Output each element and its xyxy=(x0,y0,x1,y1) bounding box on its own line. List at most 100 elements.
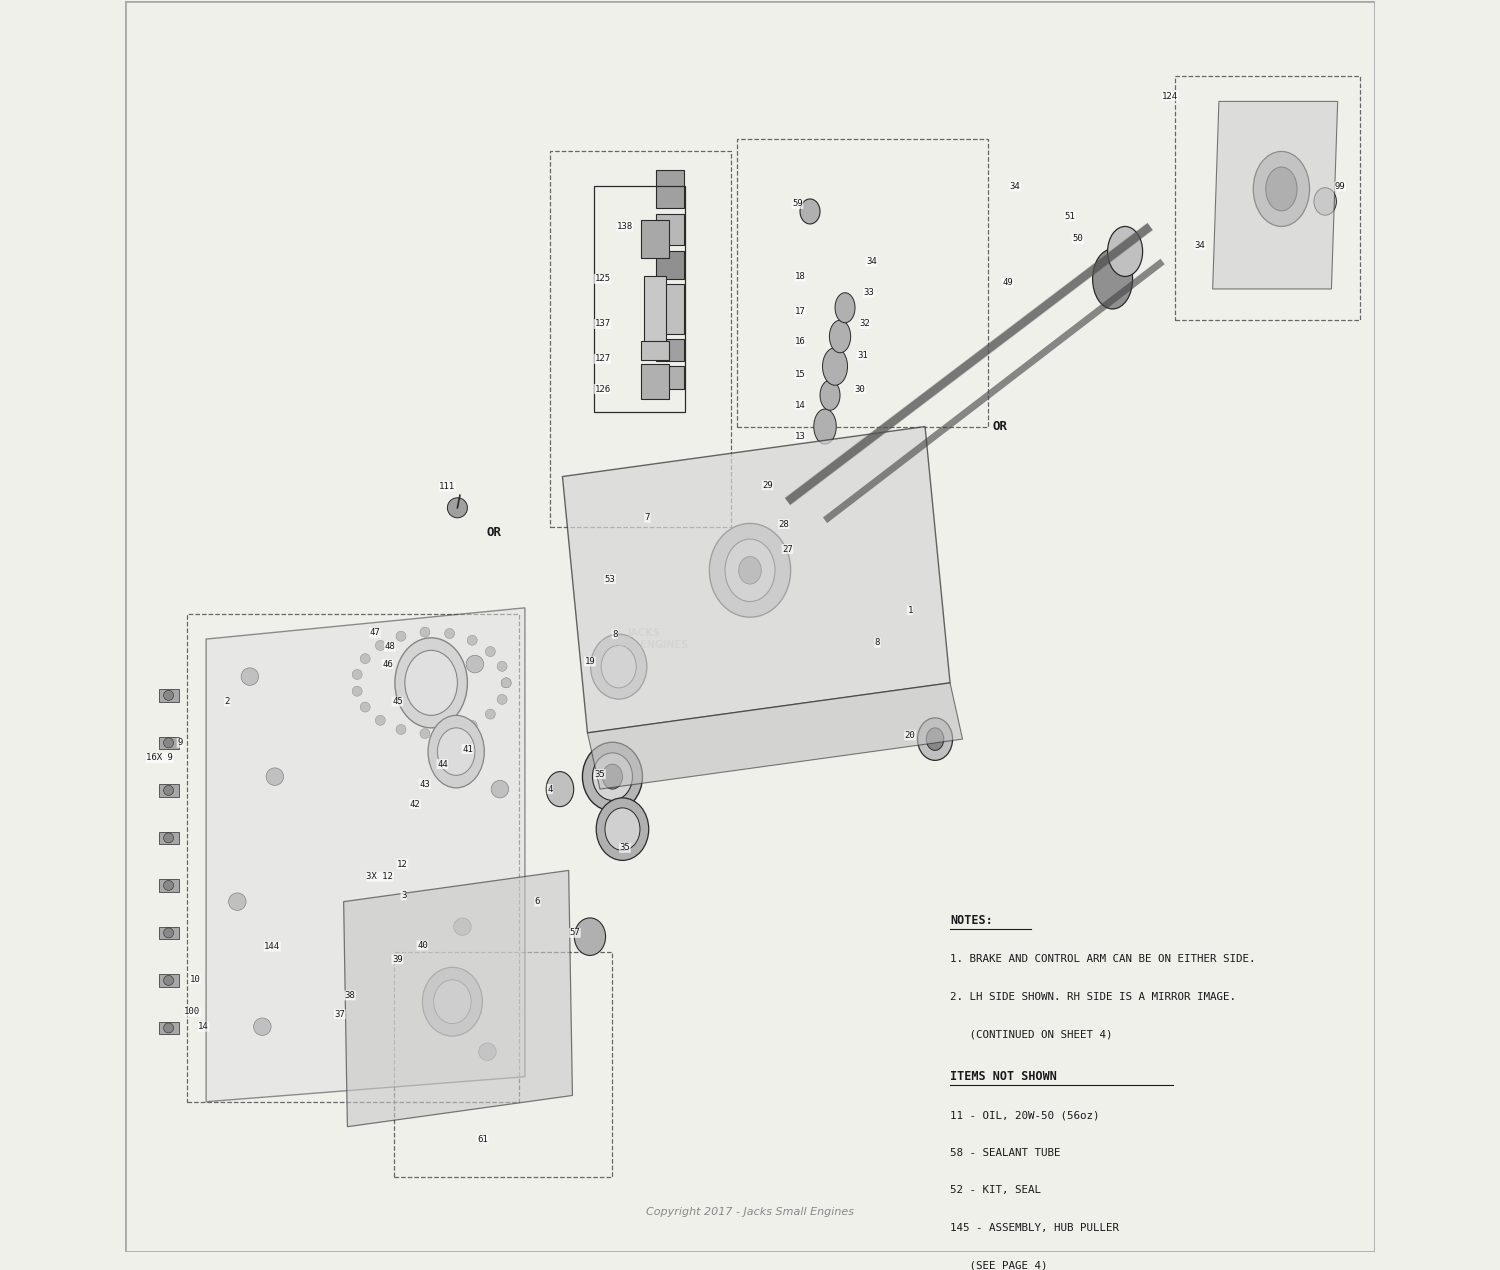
Circle shape xyxy=(444,629,454,639)
Ellipse shape xyxy=(822,348,848,385)
Bar xyxy=(159,832,178,845)
Circle shape xyxy=(242,668,258,686)
Text: 3: 3 xyxy=(400,892,406,900)
Ellipse shape xyxy=(574,918,606,955)
Ellipse shape xyxy=(602,645,636,688)
Text: 16: 16 xyxy=(795,337,806,345)
Ellipse shape xyxy=(591,634,646,699)
Text: 59: 59 xyxy=(792,199,802,208)
Text: 145 - ASSEMBLY, HUB PULLER: 145 - ASSEMBLY, HUB PULLER xyxy=(950,1223,1119,1233)
Polygon shape xyxy=(206,608,525,1101)
Text: 13: 13 xyxy=(795,432,806,441)
Circle shape xyxy=(164,880,174,890)
Ellipse shape xyxy=(438,728,476,776)
Text: 20: 20 xyxy=(904,730,915,740)
Ellipse shape xyxy=(405,650,457,715)
Text: 99: 99 xyxy=(1335,182,1346,190)
Bar xyxy=(656,170,684,208)
Ellipse shape xyxy=(710,523,791,617)
Bar xyxy=(159,879,178,892)
Circle shape xyxy=(496,695,507,705)
Circle shape xyxy=(228,893,246,911)
Text: 3X 12: 3X 12 xyxy=(366,872,393,881)
Circle shape xyxy=(164,975,174,986)
Text: 51: 51 xyxy=(1065,212,1076,221)
Bar xyxy=(640,342,669,361)
Ellipse shape xyxy=(604,808,640,851)
Text: 126: 126 xyxy=(594,385,610,394)
Circle shape xyxy=(164,928,174,939)
Ellipse shape xyxy=(603,765,622,789)
Text: 32: 32 xyxy=(859,320,870,329)
Bar xyxy=(1174,76,1360,320)
Bar xyxy=(550,151,730,527)
Text: 14: 14 xyxy=(795,401,806,410)
Circle shape xyxy=(352,669,362,679)
Bar xyxy=(159,737,178,749)
Circle shape xyxy=(375,715,386,725)
Circle shape xyxy=(478,1043,496,1060)
Text: 144: 144 xyxy=(264,942,280,951)
Ellipse shape xyxy=(546,772,573,806)
Ellipse shape xyxy=(724,538,776,602)
Text: 42: 42 xyxy=(410,800,420,809)
Circle shape xyxy=(360,654,370,664)
Text: 28: 28 xyxy=(778,519,789,528)
Text: (CONTINUED ON SHEET 4): (CONTINUED ON SHEET 4) xyxy=(950,1029,1113,1039)
Text: 18: 18 xyxy=(795,272,806,281)
Text: 50: 50 xyxy=(1072,235,1083,244)
Ellipse shape xyxy=(836,292,855,323)
Text: Copyright 2017 - Jacks Small Engines: Copyright 2017 - Jacks Small Engines xyxy=(646,1206,854,1217)
Text: 61: 61 xyxy=(477,1134,488,1144)
Text: 46: 46 xyxy=(382,659,393,668)
Circle shape xyxy=(496,662,507,672)
Bar xyxy=(159,784,178,796)
Circle shape xyxy=(164,738,174,748)
Bar xyxy=(738,138,987,427)
Text: 16X 9: 16X 9 xyxy=(147,753,174,762)
Text: 30: 30 xyxy=(855,385,865,394)
Ellipse shape xyxy=(596,798,648,860)
Ellipse shape xyxy=(423,968,483,1036)
Text: 44: 44 xyxy=(436,759,448,768)
Circle shape xyxy=(352,686,362,696)
Circle shape xyxy=(266,768,284,785)
Text: 7: 7 xyxy=(645,513,650,522)
Ellipse shape xyxy=(1107,226,1143,277)
Text: 17: 17 xyxy=(795,307,806,316)
Circle shape xyxy=(501,678,512,688)
Text: 14: 14 xyxy=(198,1022,208,1031)
Circle shape xyxy=(447,498,468,518)
Circle shape xyxy=(164,691,174,700)
Ellipse shape xyxy=(918,718,952,761)
Circle shape xyxy=(466,655,483,673)
Ellipse shape xyxy=(927,728,944,751)
Text: 124: 124 xyxy=(1162,91,1178,100)
Text: 12: 12 xyxy=(398,860,408,869)
Text: 53: 53 xyxy=(604,574,615,583)
Text: 43: 43 xyxy=(420,780,430,789)
Bar xyxy=(188,615,519,1101)
Text: 45: 45 xyxy=(392,697,404,706)
Text: 34: 34 xyxy=(1010,182,1020,190)
Text: 127: 127 xyxy=(594,354,610,363)
Text: 2. LH SIDE SHOWN. RH SIDE IS A MIRROR IMAGE.: 2. LH SIDE SHOWN. RH SIDE IS A MIRROR IM… xyxy=(950,992,1236,1002)
Text: 9: 9 xyxy=(177,738,183,747)
Text: 35: 35 xyxy=(594,770,606,779)
Circle shape xyxy=(466,635,477,645)
Text: 35: 35 xyxy=(620,843,630,852)
Text: 40: 40 xyxy=(417,941,428,950)
Text: 1: 1 xyxy=(908,606,912,615)
Text: 58 - SEALANT TUBE: 58 - SEALANT TUBE xyxy=(950,1148,1060,1158)
Text: 34: 34 xyxy=(1196,241,1206,250)
Text: 34: 34 xyxy=(865,257,876,265)
Text: (SEE PAGE 4): (SEE PAGE 4) xyxy=(950,1261,1047,1270)
Ellipse shape xyxy=(394,638,468,728)
Text: 31: 31 xyxy=(856,351,868,359)
Text: ITEMS NOT SHOWN: ITEMS NOT SHOWN xyxy=(950,1071,1058,1083)
Text: 41: 41 xyxy=(462,744,472,753)
Text: 52 - KIT, SEAL: 52 - KIT, SEAL xyxy=(950,1185,1041,1195)
Text: 8: 8 xyxy=(612,630,618,639)
Ellipse shape xyxy=(592,753,633,800)
Ellipse shape xyxy=(815,409,837,444)
